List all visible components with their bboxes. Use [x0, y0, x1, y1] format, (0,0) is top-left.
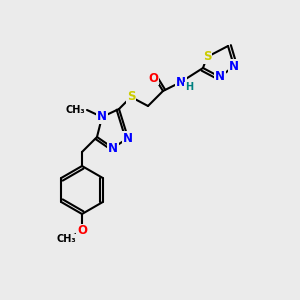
Text: N: N: [215, 70, 225, 83]
Text: N: N: [97, 110, 107, 124]
Text: N: N: [176, 76, 186, 88]
Text: S: S: [203, 50, 211, 64]
Text: O: O: [77, 224, 87, 238]
Text: S: S: [127, 91, 135, 103]
Text: H: H: [185, 82, 193, 92]
Text: CH₃: CH₃: [65, 105, 85, 115]
Text: N: N: [229, 59, 239, 73]
Text: O: O: [148, 71, 158, 85]
Text: N: N: [123, 131, 133, 145]
Text: N: N: [108, 142, 118, 154]
Text: CH₃: CH₃: [56, 234, 76, 244]
